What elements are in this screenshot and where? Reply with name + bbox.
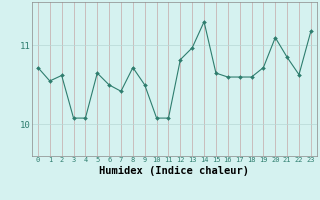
X-axis label: Humidex (Indice chaleur): Humidex (Indice chaleur) bbox=[100, 166, 249, 176]
